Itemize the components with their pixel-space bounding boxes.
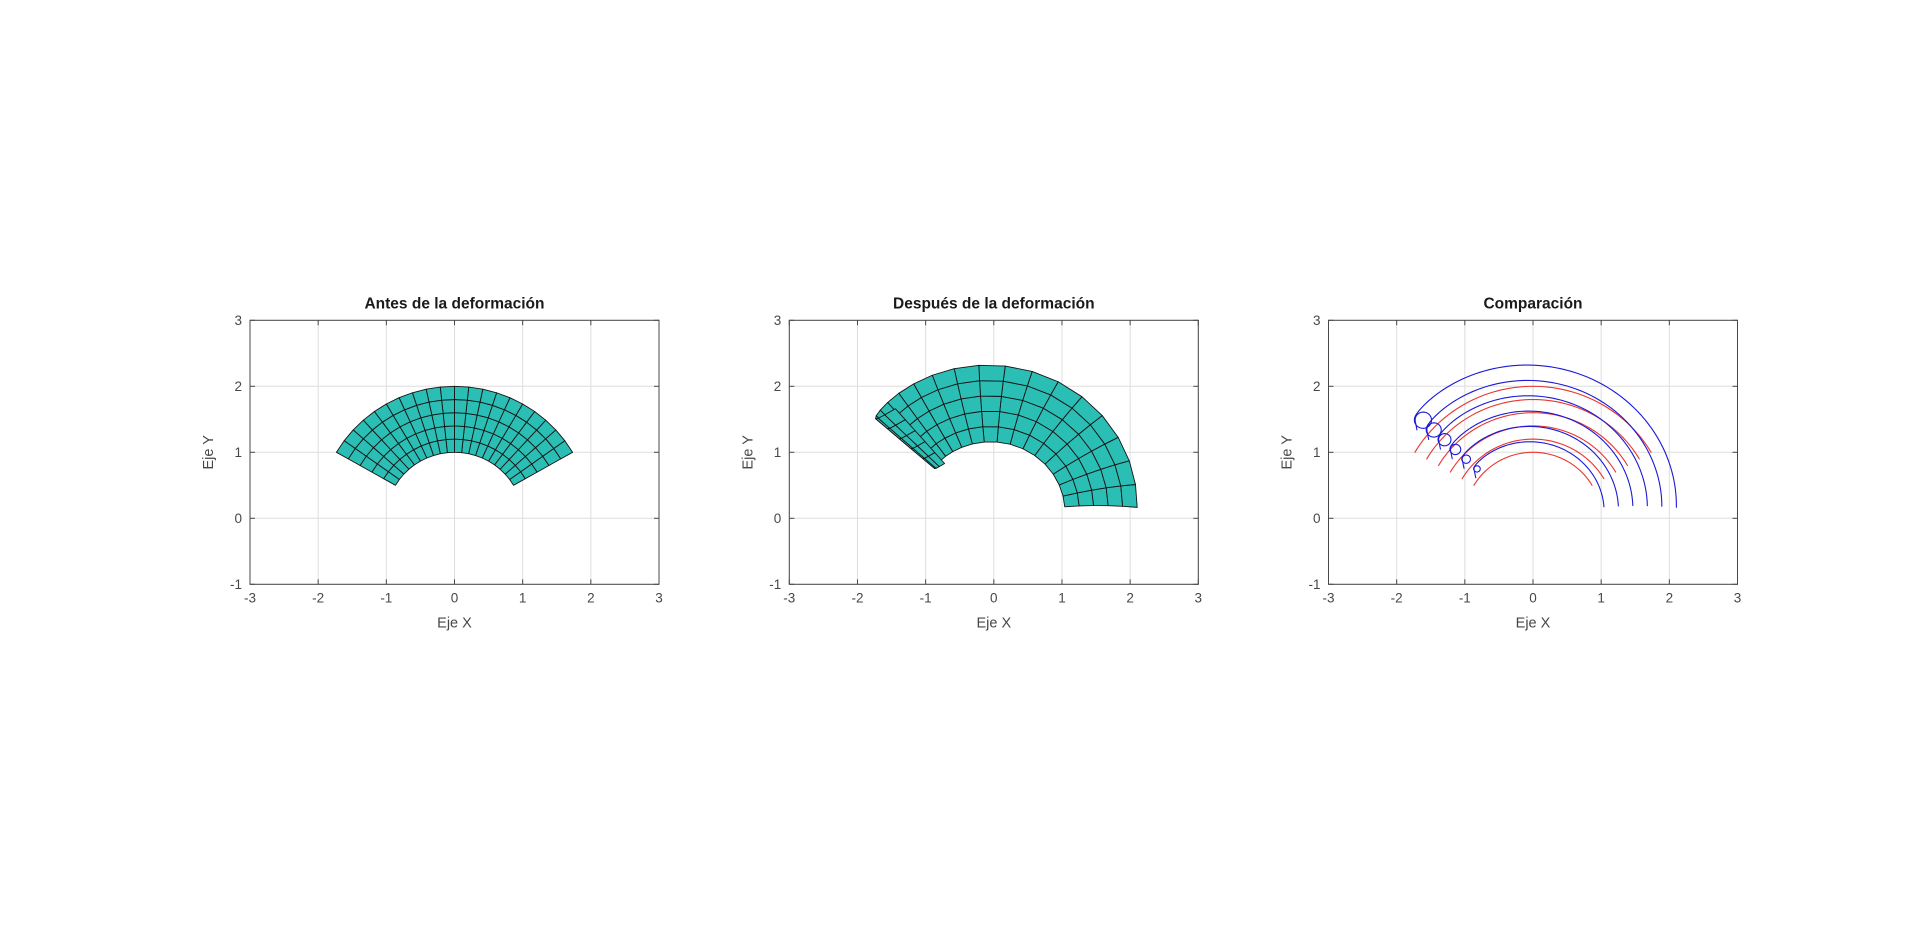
plot-title: Antes de la deformación	[364, 295, 544, 312]
tick-labels-layer: -3 -2 -1 0 1 2 3 -1 0 1 2 3	[1308, 313, 1741, 606]
x-axis-label: Eje X	[437, 615, 472, 631]
subplot-antes-de-la-deformacion: -3 -2 -1 0 1 2 3 -1 0 1 2 3 Antes de la deformación…	[201, 295, 663, 631]
x-tick-label: 2	[1126, 590, 1134, 605]
mesh-cell	[1105, 485, 1124, 507]
plot-title: Después de la deformación	[893, 295, 1095, 312]
subplot-comparacion: -3 -2 -1 0 1 2 3 -1 0 1 2 3 Comparación Eje X Eje Y	[1280, 295, 1742, 631]
y-tick-label: 1	[1313, 445, 1321, 460]
x-tick-label: 0	[1529, 590, 1537, 605]
x-tick-label: 2	[1666, 590, 1674, 605]
mesh-cell	[465, 399, 481, 416]
y-axis-label: Eje Y	[1280, 435, 1296, 470]
deformed-arc	[1449, 410, 1634, 507]
y-tick-label: 1	[234, 445, 242, 460]
y-tick-label: 1	[774, 445, 782, 460]
x-tick-label: 1	[1058, 590, 1066, 605]
mesh-cell	[441, 399, 455, 414]
mesh-cell	[454, 438, 464, 454]
x-tick-label: -2	[851, 590, 863, 605]
mesh-cell	[454, 399, 468, 414]
tick-labels-layer: -3 -2 -1 0 1 2 3 -1 0 1 2 3	[230, 313, 663, 606]
axes-layer	[249, 319, 660, 585]
mesh-cell	[454, 425, 465, 440]
subplot-despues-de-la-deformacion: -3 -2 -1 0 1 2 3 -1 0 1 2 3 Después de la deformaci…	[740, 295, 1202, 631]
x-tick-label: -1	[380, 590, 392, 605]
x-tick-label: -3	[783, 590, 795, 605]
y-tick-label: 2	[1313, 379, 1321, 394]
tick-labels-layer: -3 -2 -1 0 1 2 3 -1 0 1 2 3	[769, 313, 1202, 606]
y-tick-label: -1	[1308, 577, 1320, 592]
original-arc	[1461, 438, 1605, 480]
x-tick-label: 1	[1597, 590, 1605, 605]
mesh-before-layer	[335, 385, 574, 486]
deformed-arc	[1413, 364, 1677, 508]
x-tick-label: -1	[1459, 590, 1471, 605]
mesh-cell	[1120, 484, 1138, 508]
deformed-arc	[1437, 395, 1648, 507]
original-arc	[1414, 385, 1652, 453]
y-tick-label: 3	[234, 313, 242, 328]
x-tick-label: 1	[519, 590, 527, 605]
mesh-cell	[466, 386, 484, 403]
y-tick-label: 0	[234, 511, 242, 526]
x-tick-label: -3	[244, 590, 256, 605]
x-tick-label: 2	[587, 590, 595, 605]
mesh-cell	[442, 412, 455, 427]
x-tick-label: 0	[990, 590, 998, 605]
deformed-arc	[1461, 425, 1619, 507]
x-tick-label: 3	[1195, 590, 1203, 605]
x-tick-label: -2	[312, 590, 324, 605]
y-tick-label: 3	[774, 313, 782, 328]
plot-title: Comparación	[1483, 295, 1582, 312]
y-tick-label: 0	[774, 511, 782, 526]
y-tick-label: 2	[774, 379, 782, 394]
y-axis-label: Eje Y	[201, 435, 217, 470]
y-tick-label: -1	[230, 577, 242, 592]
mesh-cell	[464, 412, 478, 429]
x-tick-label: -2	[1391, 590, 1403, 605]
y-tick-label: 2	[234, 379, 242, 394]
mesh-cell	[439, 385, 455, 401]
axes-layer	[788, 319, 1199, 585]
original-arc	[1438, 412, 1628, 467]
original-arc	[1473, 451, 1593, 486]
mesh-cell	[981, 410, 1001, 428]
y-tick-label: 3	[1313, 313, 1321, 328]
mesh-after-layer	[875, 364, 1138, 508]
mesh-cell	[454, 385, 470, 401]
grid-layer	[788, 319, 1199, 585]
y-tick-label: -1	[769, 577, 781, 592]
x-tick-label: 3	[1734, 590, 1742, 605]
mesh-cell	[978, 364, 1006, 382]
x-tick-label: 0	[451, 590, 459, 605]
x-tick-label: -1	[920, 590, 932, 605]
x-axis-label: Eje X	[976, 615, 1011, 631]
original-arc	[1449, 425, 1617, 473]
mesh-cell	[980, 395, 1002, 413]
comparison-curves-layer	[1413, 364, 1677, 508]
mesh-cell	[335, 440, 356, 460]
mesh-cell	[454, 412, 467, 427]
y-tick-label: 0	[1313, 511, 1321, 526]
mesh-cell	[1091, 487, 1109, 507]
deformed-arc	[1425, 379, 1663, 507]
x-tick-label: -3	[1322, 590, 1334, 605]
x-axis-label: Eje X	[1516, 615, 1551, 631]
mesh-cell	[884, 408, 906, 426]
mesh-cell	[953, 364, 981, 385]
axes-layer	[1328, 319, 1738, 585]
mesh-cell	[982, 426, 999, 443]
original-arc	[1426, 398, 1640, 460]
deformed-arc	[1473, 441, 1605, 508]
y-axis-label: Eje Y	[740, 435, 756, 470]
x-tick-label: 3	[655, 590, 663, 605]
mesh-cell	[979, 380, 1004, 397]
